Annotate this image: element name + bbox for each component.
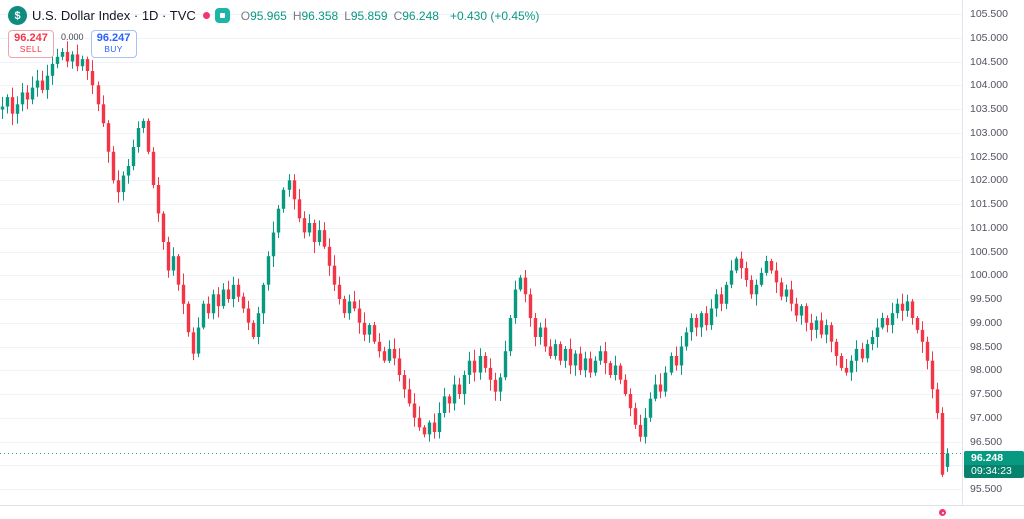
- spread-value: 0.000: [61, 32, 84, 42]
- price-axis-label: 102.500: [970, 150, 1008, 163]
- price-axis-label: 99.500: [970, 293, 1003, 305]
- price-axis-label: 105.500: [970, 8, 1008, 20]
- flag-icon[interactable]: [214, 8, 230, 23]
- close-value: C96.248: [393, 8, 439, 23]
- price-axis-label: 96.500: [970, 435, 1003, 448]
- price-axis-label: 104.500: [970, 55, 1008, 68]
- price-axis-label: 98.000: [970, 364, 1003, 377]
- low-value: L95.859: [344, 8, 388, 23]
- price-axis-label: 101.000: [970, 221, 1008, 234]
- price-axis-label: 105.000: [970, 31, 1008, 44]
- timeline-marker-icon[interactable]: [938, 508, 947, 517]
- trade-panel: 96.247 SELL 0.000 96.247 BUY: [8, 30, 539, 58]
- status-dot-icon[interactable]: [202, 12, 210, 19]
- price-axis-label: 104.000: [970, 79, 1008, 92]
- candles-layer: [0, 41, 950, 477]
- price-axis-label: 99.000: [970, 316, 1003, 329]
- price-axis[interactable]: 96.248 09:34:23 95.500 96.500 97.000 97.500…: [962, 0, 1024, 505]
- symbol-legend: $ U.S. Dollar Index · 1D · TVC O95.965 H…: [8, 6, 539, 58]
- price-axis-label: 98.500: [970, 340, 1003, 353]
- flag-glyph: [219, 13, 225, 18]
- grid-layer: [0, 14, 962, 490]
- buy-label: BUY: [104, 44, 123, 54]
- price-axis-label: 100.500: [970, 245, 1008, 258]
- symbol-logo-icon[interactable]: $: [8, 6, 27, 25]
- price-axis-label: 97.500: [970, 388, 1003, 400]
- buy-price: 96.247: [96, 32, 131, 44]
- price-axis-label: 103.500: [970, 103, 1008, 115]
- price-axis-label: 101.500: [970, 198, 1008, 210]
- price-axis-label: 97.000: [970, 411, 1003, 424]
- price-axis-label: 95.500: [970, 483, 1003, 495]
- time-axis[interactable]: [0, 505, 1024, 519]
- sell-label: SELL: [19, 44, 43, 54]
- legend-row: $ U.S. Dollar Index · 1D · TVC O95.965 H…: [8, 6, 539, 25]
- ohlc-values: O95.965 H96.358 L95.859 C96.248: [241, 9, 445, 23]
- price-axis-label: 103.000: [970, 126, 1008, 139]
- sell-price: 96.247: [14, 32, 48, 44]
- price-axis-label: 102.000: [970, 174, 1008, 187]
- change-value: +0.430 (+0.45%): [449, 8, 540, 23]
- last-price-value: 96.248: [971, 452, 1004, 465]
- bar-countdown: 09:34:23: [964, 465, 1024, 479]
- symbol-title[interactable]: U.S. Dollar Index · 1D · TVC: [32, 8, 196, 23]
- price-axis-label: 100.000: [970, 269, 1008, 282]
- candlestick-chart[interactable]: [0, 0, 962, 505]
- high-value: H96.358: [292, 8, 339, 23]
- open-value: O95.965: [240, 8, 287, 23]
- sell-button[interactable]: 96.247 SELL: [8, 30, 54, 58]
- last-price-badge: 96.248 09:34:23: [964, 451, 1024, 479]
- buy-button[interactable]: 96.247 BUY: [90, 30, 137, 58]
